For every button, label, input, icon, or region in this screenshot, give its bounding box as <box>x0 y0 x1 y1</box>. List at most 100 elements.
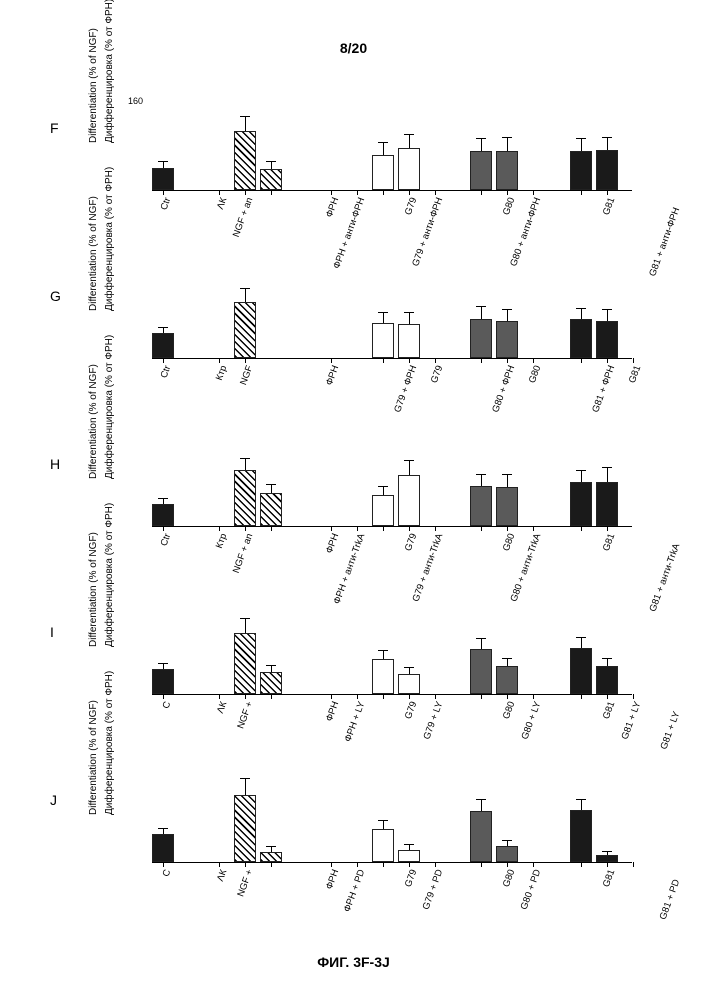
x-tick <box>581 526 582 531</box>
x-axis-label: G80 <box>501 700 517 721</box>
error-cap <box>576 799 586 800</box>
error-cap <box>476 306 486 307</box>
error-cap <box>602 467 612 468</box>
x-axis-label: NGF + an <box>231 532 256 575</box>
bar <box>570 810 592 862</box>
y-axis-label-en: Differentiation (% of NGF) <box>88 700 99 815</box>
x-tick <box>219 694 220 699</box>
y-axis-label-ru: Дифференцировка (% от ФРН) <box>104 335 115 479</box>
x-tick <box>507 862 508 867</box>
error-bar <box>607 310 608 321</box>
error-bar <box>245 619 246 633</box>
x-tick <box>383 358 384 363</box>
error-bar <box>481 139 482 150</box>
error-bar <box>607 852 608 855</box>
bar <box>152 669 174 694</box>
error-cap <box>476 799 486 800</box>
x-tick <box>435 190 436 195</box>
bar <box>372 323 394 358</box>
x-axis-label: G79 <box>429 364 445 385</box>
chart-panel-F: FDifferentiation (% of NGF)Дифференциров… <box>80 90 640 250</box>
x-axis-label: G80 + ФРН <box>490 364 517 414</box>
x-axis-label-extra: G81 + анти-ФРН <box>647 206 682 278</box>
plot-area: CtrКтрNGFФРНG79 + ФРНG79G80 + ФРНG80G81 … <box>152 268 632 359</box>
x-axis-label: ΛК <box>215 196 229 211</box>
x-axis-label: ФРН <box>324 532 341 555</box>
bar <box>260 169 282 190</box>
x-axis-label: C <box>161 868 174 878</box>
bar <box>570 482 592 526</box>
x-tick <box>435 694 436 699</box>
x-tick <box>245 358 246 363</box>
bar <box>570 648 592 694</box>
error-bar <box>507 475 508 486</box>
bar <box>372 155 394 190</box>
error-bar <box>245 459 246 470</box>
error-cap <box>476 474 486 475</box>
x-axis-label: G81 + LY <box>619 700 643 741</box>
x-tick <box>245 190 246 195</box>
y-axis-label-ru: Дифференцировка (% от ФРН) <box>104 503 115 647</box>
error-bar <box>271 162 272 169</box>
bar <box>234 302 256 358</box>
bar <box>234 131 256 190</box>
x-tick <box>383 526 384 531</box>
error-cap <box>158 498 168 499</box>
bar <box>470 151 492 190</box>
error-cap <box>404 667 414 668</box>
error-cap <box>266 484 276 485</box>
chart-panel-G: GDifferentiation (% of NGF)Дифференциров… <box>80 258 640 418</box>
error-cap <box>502 137 512 138</box>
x-tick <box>481 190 482 195</box>
bar <box>234 795 256 863</box>
error-cap <box>476 138 486 139</box>
error-bar <box>409 461 410 475</box>
bar <box>596 482 618 526</box>
error-bar <box>409 845 410 850</box>
x-axis-label: G80 <box>527 364 543 385</box>
bar <box>496 487 518 526</box>
x-tick <box>633 862 634 867</box>
bar <box>398 148 420 190</box>
x-axis-label: ΛК <box>215 700 229 715</box>
error-cap <box>502 474 512 475</box>
bar <box>496 666 518 694</box>
error-bar <box>409 668 410 675</box>
error-cap <box>378 650 388 651</box>
x-axis-label: Ctr <box>159 364 174 380</box>
bar <box>398 475 420 526</box>
bar <box>496 321 518 358</box>
x-tick <box>271 862 272 867</box>
error-cap <box>602 137 612 138</box>
x-axis-label: G81 <box>601 700 617 721</box>
bar <box>398 324 420 358</box>
error-cap <box>158 663 168 664</box>
y-axis-label-en: Differentiation (% of NGF) <box>88 364 99 479</box>
x-tick <box>219 190 220 195</box>
panel-letter: H <box>50 456 60 472</box>
x-tick <box>409 862 410 867</box>
error-bar <box>607 659 608 666</box>
x-tick <box>533 526 534 531</box>
x-tick <box>607 526 608 531</box>
x-axis-label: G80 + LY <box>519 700 543 741</box>
bar <box>234 470 256 526</box>
x-tick <box>607 694 608 699</box>
bar <box>596 321 618 358</box>
x-axis-label: G80 <box>501 868 517 889</box>
panel-letter: I <box>50 624 54 640</box>
x-tick <box>507 358 508 363</box>
x-tick <box>507 526 508 531</box>
x-axis-label: ФРН + LY <box>343 700 368 743</box>
x-axis-label: Ктр <box>214 364 230 382</box>
x-tick <box>357 526 358 531</box>
bar <box>570 319 592 358</box>
x-tick <box>481 358 482 363</box>
x-tick <box>633 358 634 363</box>
x-tick <box>533 862 534 867</box>
x-tick <box>357 190 358 195</box>
charts-container: FDifferentiation (% of NGF)Дифференциров… <box>80 90 640 930</box>
error-bar <box>383 313 384 323</box>
panel-letter: G <box>50 288 61 304</box>
x-tick <box>481 694 482 699</box>
